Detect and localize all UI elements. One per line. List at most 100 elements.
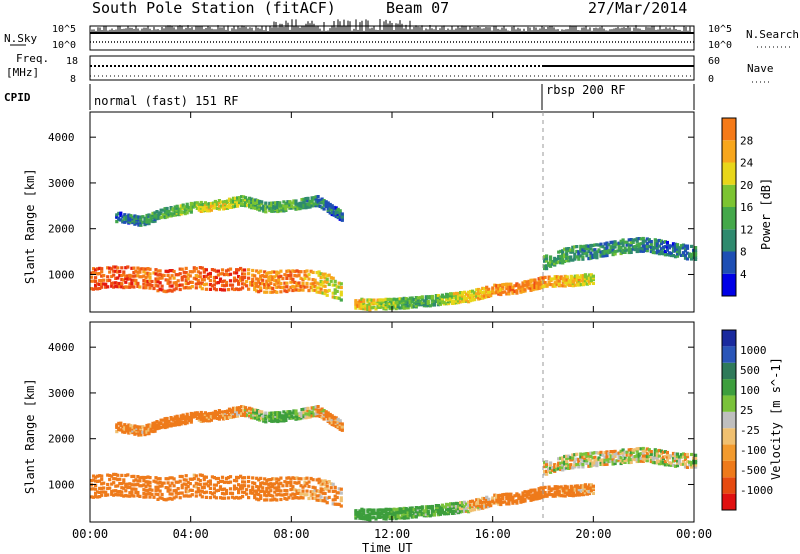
power-cell (456, 299, 461, 303)
power-cell (284, 207, 288, 211)
power-cell (324, 200, 328, 204)
power-cell (581, 245, 585, 249)
velocity-cell (257, 478, 261, 482)
velocity-cell (236, 412, 240, 416)
power-cell (317, 282, 321, 286)
velocity-cell (499, 493, 503, 497)
freq-tick-lo: 8 (70, 74, 76, 85)
power-cell (165, 212, 169, 216)
velocity-cell (144, 484, 148, 488)
velocity-cell (543, 462, 547, 466)
velocity-cell (271, 494, 275, 498)
power-cell (289, 280, 293, 284)
velocity-cell (621, 448, 625, 452)
power-cell (694, 255, 698, 259)
power-cell (563, 247, 567, 251)
velocity-cell (285, 476, 289, 480)
velocity-cell (150, 488, 154, 492)
velocity-cell (667, 463, 671, 467)
power-cell (637, 249, 641, 253)
velocity-cell (220, 475, 225, 479)
velocity-cell (209, 415, 213, 419)
power-cell (232, 287, 237, 292)
velocity-cell (324, 410, 328, 414)
velocity-cell (487, 500, 491, 504)
velocity-cell (396, 513, 400, 517)
velocity-cell (154, 480, 158, 484)
velocity-cell (223, 410, 228, 414)
power-colorbar-tick: 4 (740, 268, 747, 281)
power-cell (121, 219, 125, 223)
velocity-cell (561, 489, 565, 493)
power-cell (151, 215, 155, 219)
velocity-cell (221, 417, 226, 421)
power-cell (663, 253, 667, 257)
velocity-cell (130, 493, 134, 497)
velocity-cell (679, 453, 684, 457)
power-cell (424, 297, 428, 301)
velocity-cell (176, 487, 180, 491)
power-cell (655, 246, 659, 250)
velocity-cell (360, 514, 364, 519)
power-cell (212, 283, 216, 287)
velocity-cell (681, 455, 686, 459)
power-cell (280, 204, 284, 208)
velocity-cell (539, 486, 543, 490)
power-cell (565, 282, 569, 286)
power-cell (511, 287, 515, 291)
velocity-cell (303, 493, 307, 497)
velocity-cell (124, 493, 128, 498)
velocity-cell (276, 415, 280, 420)
power-cell (677, 252, 682, 256)
power-cell (319, 287, 323, 291)
velocity-cell (454, 507, 459, 511)
power-cell (186, 281, 190, 286)
power-cell (587, 280, 591, 284)
velocity-cell (127, 428, 131, 432)
velocity-cell (259, 476, 263, 480)
power-cell (688, 252, 692, 256)
power-cell (300, 203, 304, 207)
velocity-cell (280, 414, 284, 418)
velocity-cell (172, 477, 176, 481)
power-cell (200, 278, 204, 282)
power-cell (158, 276, 162, 280)
velocity-cell (153, 427, 157, 431)
power-cell (218, 279, 223, 283)
power-cell (523, 283, 527, 287)
power-cell (211, 201, 215, 205)
power-cell (198, 275, 202, 279)
power-cell (408, 296, 412, 300)
velocity-cell (537, 496, 541, 500)
velocity-cell (354, 516, 358, 520)
velocity-cell (477, 500, 481, 504)
velocity-cell (181, 413, 185, 417)
velocity-cell (120, 473, 124, 477)
freq-label-1: Freq. (16, 52, 49, 65)
power-cell (177, 213, 181, 217)
velocity-cell (571, 490, 575, 494)
power-cell (639, 246, 643, 250)
power-cell (163, 207, 167, 211)
velocity-cell (148, 476, 152, 480)
velocity-cell (378, 515, 382, 519)
velocity-cell (404, 516, 408, 520)
velocity-cell (543, 485, 547, 489)
velocity-cell (250, 414, 254, 418)
velocity-cell (366, 516, 370, 520)
power-cell (673, 249, 678, 253)
velocity-cell (442, 510, 446, 514)
power-cell (259, 282, 263, 286)
velocity-cell (406, 514, 410, 518)
power-cell (378, 298, 382, 302)
power-cell (141, 215, 145, 219)
power-cell (675, 243, 680, 247)
power-cell (217, 201, 221, 205)
velocity-cell (573, 493, 577, 497)
velocity-cell (90, 495, 94, 499)
power-cell (292, 206, 296, 210)
power-cell (529, 284, 533, 288)
date-title: 27/Mar/2014 (588, 0, 687, 17)
velocity-cell (571, 486, 575, 490)
cpid-label: CPID (4, 91, 31, 104)
